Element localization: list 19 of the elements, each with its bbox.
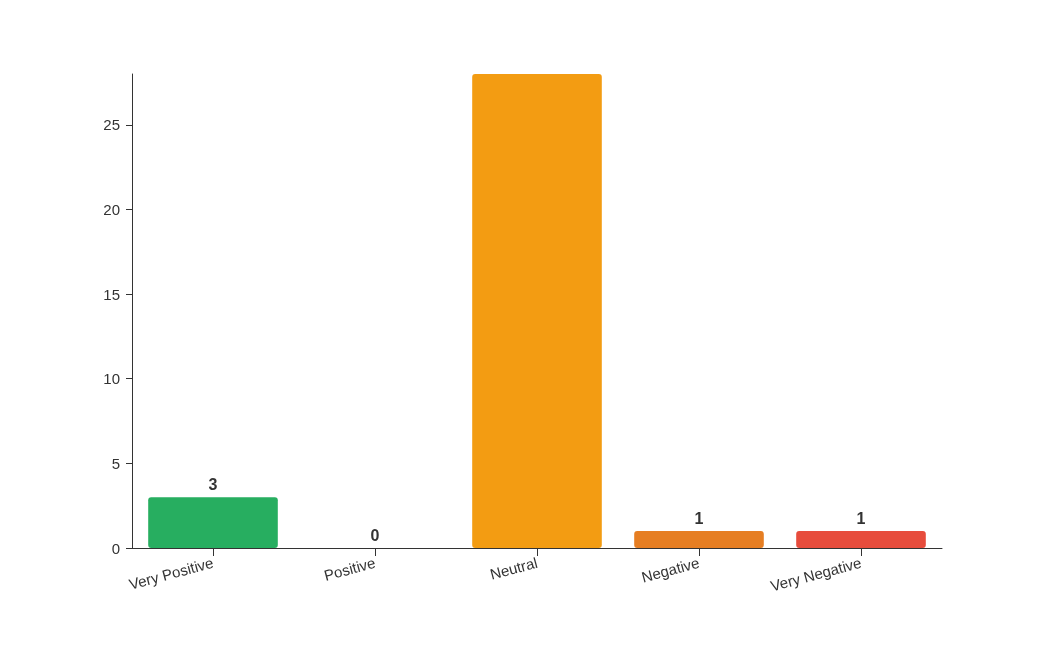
data-label: 1 bbox=[694, 509, 704, 527]
bar bbox=[634, 531, 764, 548]
data-label: 0 bbox=[370, 526, 380, 544]
y-tick-label: 10 bbox=[103, 370, 120, 388]
y-tick-label: 5 bbox=[111, 454, 120, 472]
x-tick-label: Very Positive bbox=[127, 553, 216, 593]
x-tick-label: Negative bbox=[639, 553, 702, 586]
bar bbox=[796, 531, 926, 548]
data-label: 1 bbox=[856, 509, 866, 527]
bar bbox=[148, 497, 278, 548]
y-tick-label: 15 bbox=[103, 285, 120, 303]
data-label: 3 bbox=[208, 475, 218, 493]
x-tick-label: Positive bbox=[322, 553, 378, 584]
y-tick-label: 0 bbox=[111, 539, 120, 557]
y-tick-label: 20 bbox=[103, 200, 120, 218]
x-tick-label: Neutral bbox=[488, 553, 540, 583]
bar bbox=[472, 74, 602, 548]
x-tick-label: Very Negative bbox=[768, 553, 864, 595]
y-tick-label: 25 bbox=[103, 116, 120, 134]
